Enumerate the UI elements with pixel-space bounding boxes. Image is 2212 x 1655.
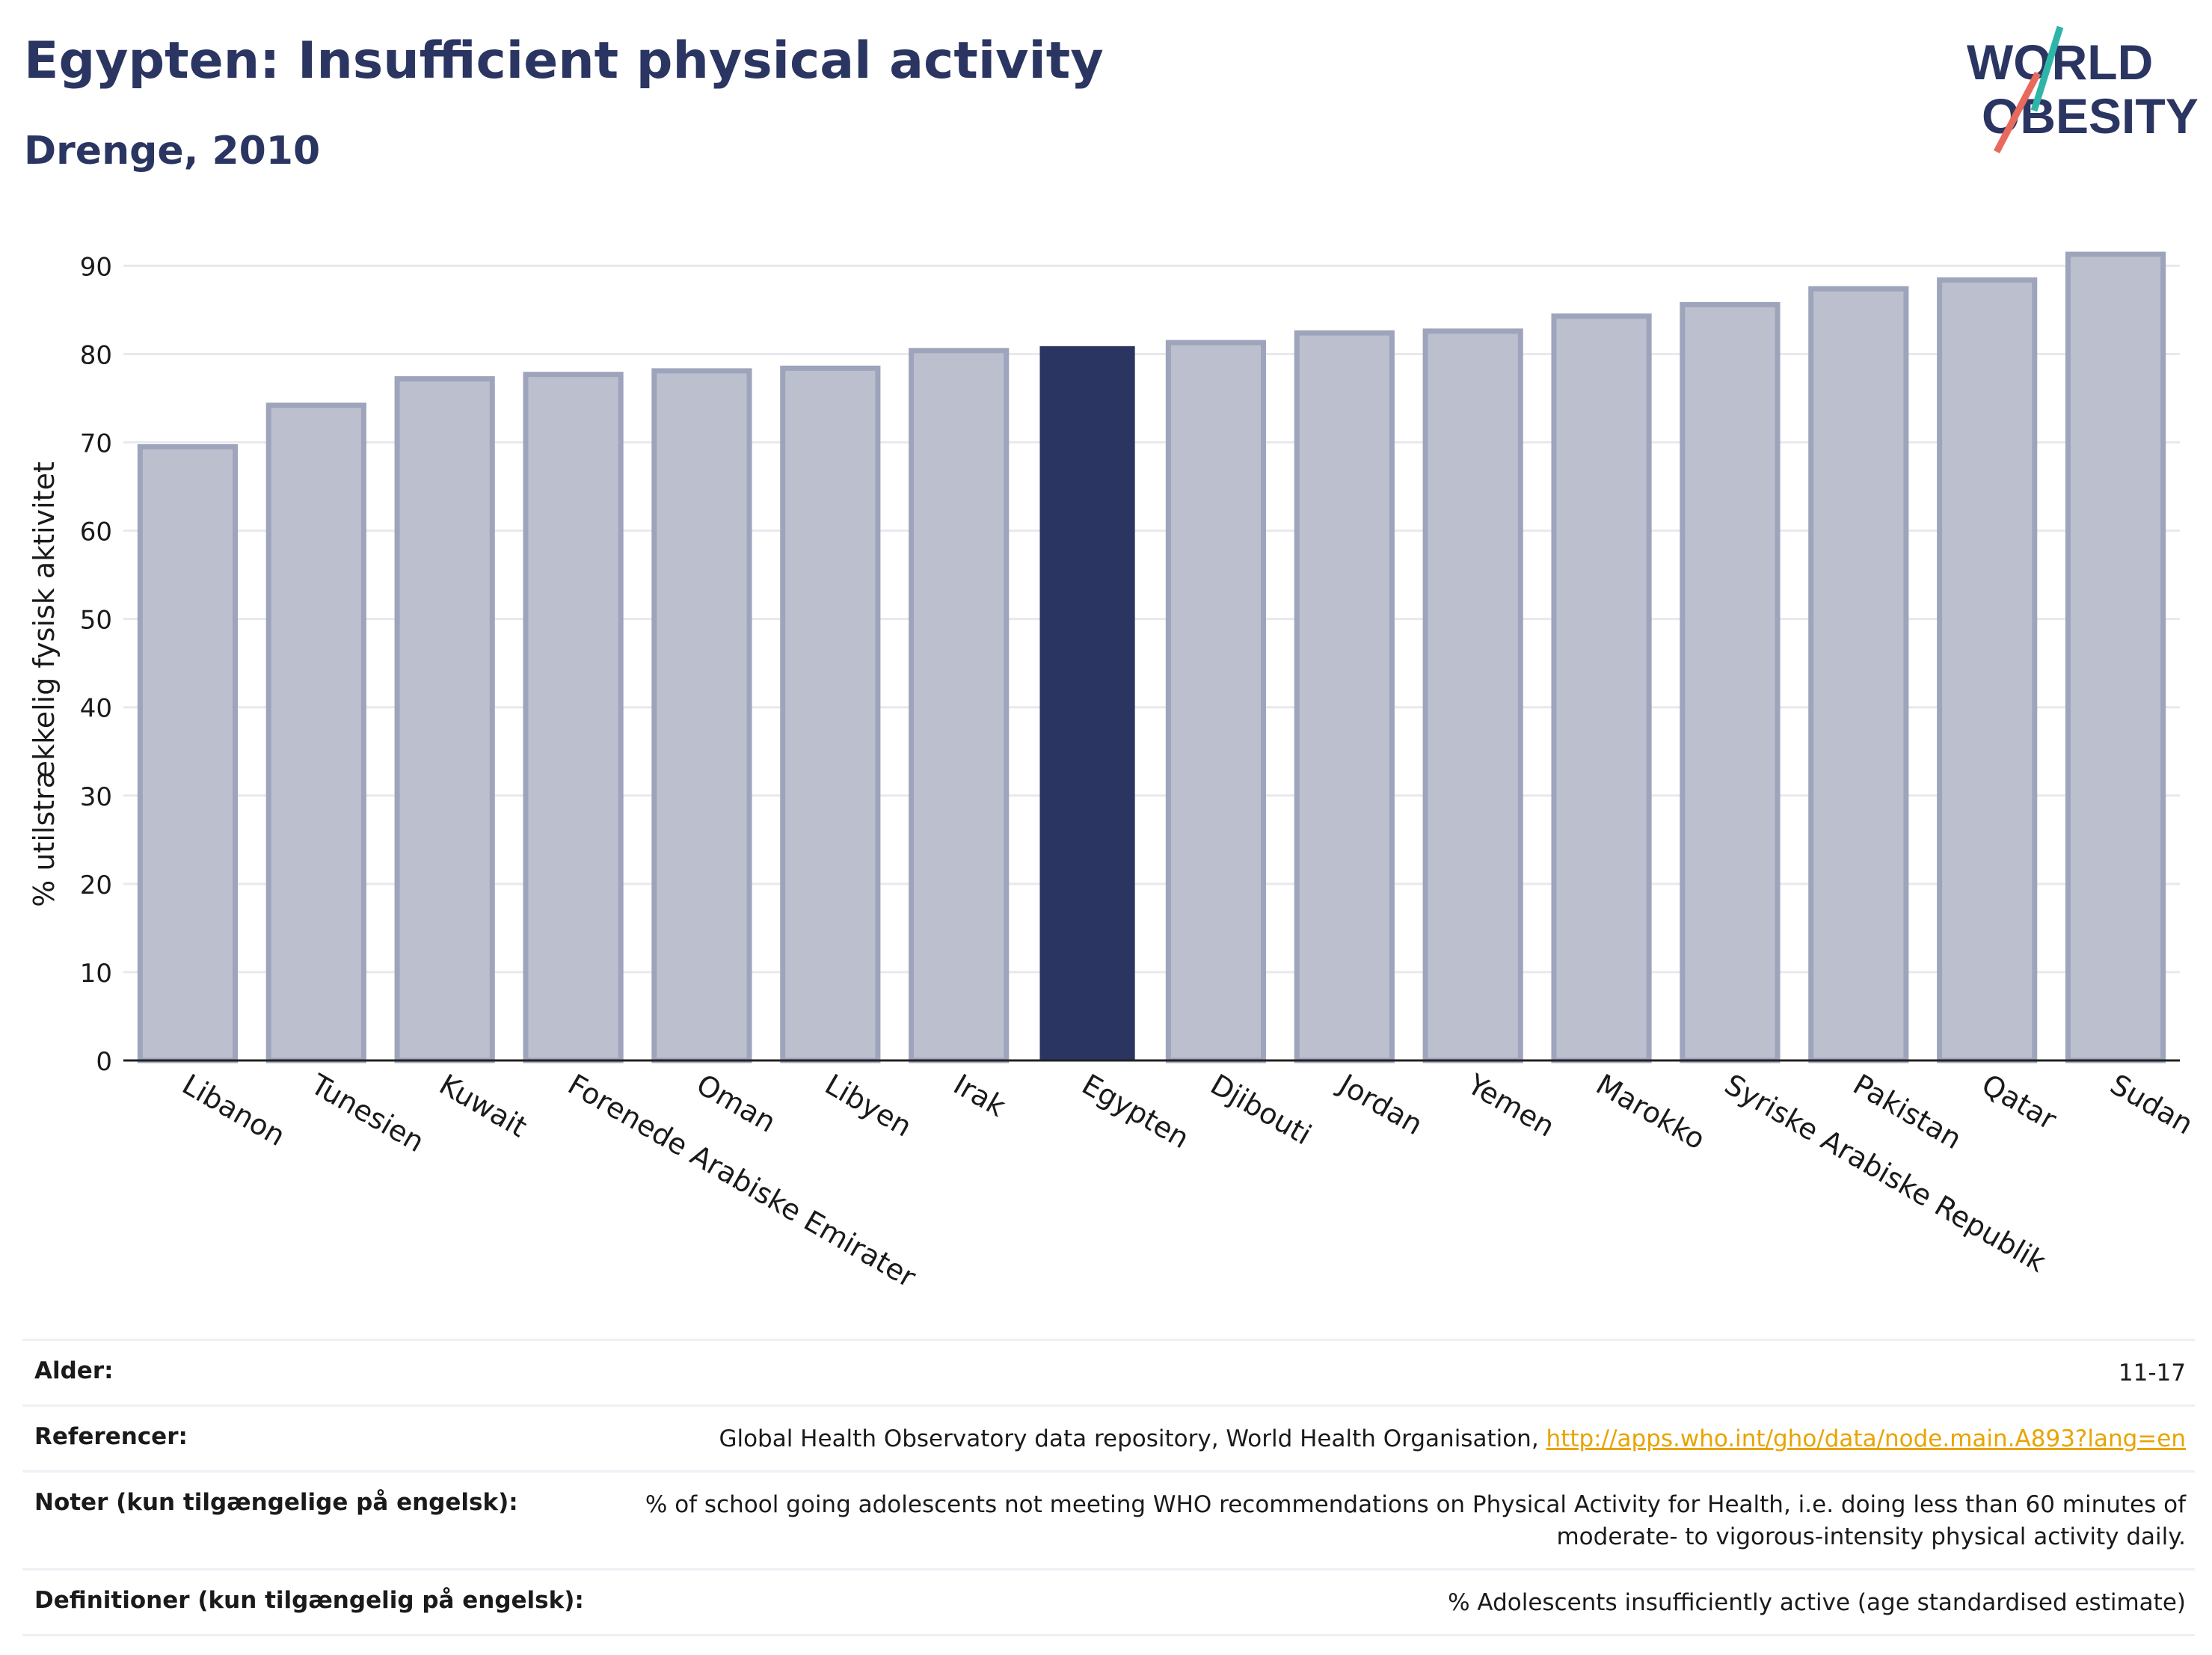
x-tick-label: Yemen — [1461, 1067, 1560, 1143]
bar-libanon — [137, 443, 239, 1063]
x-tick-label: Jordan — [1333, 1067, 1428, 1142]
y-tick-label: 50 — [80, 606, 112, 636]
x-tick-label: Libyen — [820, 1068, 918, 1143]
x-tick-label: Egypten — [1077, 1068, 1195, 1155]
bar-sudan — [2065, 251, 2166, 1063]
y-tick-label: 60 — [80, 518, 112, 547]
info-label: Referencer: — [34, 1423, 188, 1450]
info-table: Alder: 11-17 Referencer: Global Health O… — [22, 1339, 2195, 1636]
logo-text-world: WORLD — [1967, 34, 2153, 90]
info-row-references: Referencer: Global Health Observatory da… — [22, 1404, 2195, 1470]
y-tick-label: 70 — [80, 429, 112, 459]
bar-chart: 0 10 20 30 40 50 60 70 80 90 Libanon Tunesien Kuwai… — [28, 251, 2199, 1295]
x-tick-label: Oman — [691, 1068, 781, 1139]
info-value: 11-17 — [2118, 1360, 2186, 1387]
bar-djibouti — [1165, 340, 1267, 1063]
x-tick-label: Libanon — [176, 1068, 290, 1152]
info-label: Noter (kun tilgængelige på engelsk): — [34, 1489, 518, 1516]
info-value: Global Health Observatory data repositor… — [719, 1423, 2186, 1455]
bar-egypten — [1039, 346, 1135, 1061]
y-tick-label: 30 — [80, 782, 112, 812]
y-tick-labels: 0 10 20 30 40 50 60 70 80 90 — [80, 252, 112, 1077]
x-tick-label: Tunesien — [304, 1067, 429, 1158]
x-tick-label: Sudan — [2105, 1068, 2199, 1141]
bar-qatar — [1937, 277, 2038, 1063]
x-tick-label: Marokko — [1591, 1068, 1711, 1156]
bar-kuwait — [394, 376, 495, 1063]
reference-text: Global Health Observatory data repositor… — [719, 1425, 1546, 1452]
page-title: Egypten: Insufficient physical activity — [24, 31, 1104, 90]
x-tick-label: Kuwait — [434, 1068, 532, 1144]
reference-link[interactable]: http://apps.who.int/gho/data/node.main.A… — [1546, 1425, 2186, 1452]
info-row-notes: Noter (kun tilgængelige på engelsk): % o… — [22, 1470, 2195, 1568]
y-axis-label: % utilstrækkelig fysisk aktivitet — [28, 461, 61, 907]
bar-syriske-arabiske-republik — [1680, 301, 1781, 1063]
bar-yemen — [1422, 328, 1523, 1063]
y-tick-label: 40 — [80, 694, 112, 724]
bar-oman — [651, 368, 752, 1063]
y-tick-label: 80 — [80, 340, 112, 370]
y-tick-label: 20 — [80, 871, 112, 900]
world-obesity-logo: WORLD OBESITY — [1967, 25, 2199, 154]
info-value: % of school going adolescents not meetin… — [645, 1491, 2186, 1550]
bar-marokko — [1551, 313, 1652, 1063]
bar-forenede-arabiske-emirater — [523, 372, 624, 1063]
info-value: % Adolescents insufficiently active (age… — [1448, 1589, 2186, 1616]
bar-pakistan — [1808, 286, 1909, 1063]
x-tick-label: Djibouti — [1205, 1068, 1317, 1152]
logo-slash-teal — [2030, 25, 2064, 112]
info-row-definitions: Definitioner (kun tilgængelig på engelsk… — [22, 1568, 2195, 1636]
info-label: Alder: — [34, 1357, 114, 1384]
x-tick-label: Irak — [948, 1068, 1011, 1123]
x-tick-labels: Libanon Tunesien Kuwait Forenede Arabiske E… — [176, 1067, 2199, 1295]
y-tick-label: 0 — [96, 1047, 112, 1077]
logo-slash-coral — [1994, 71, 2041, 154]
page-subtitle: Drenge, 2010 — [24, 129, 321, 174]
info-row-age: Alder: 11-17 — [22, 1339, 2195, 1404]
y-tick-label: 10 — [80, 959, 112, 989]
info-label: Definitioner (kun tilgængelig på engelsk… — [34, 1587, 584, 1614]
bar-irak — [909, 348, 1010, 1063]
y-tick-label: 90 — [80, 252, 112, 282]
bar-tunesien — [265, 402, 366, 1063]
x-tick-label: Qatar — [1976, 1068, 2062, 1137]
bars — [123, 251, 2180, 1063]
bar-libyen — [780, 365, 881, 1063]
bar-jordan — [1294, 330, 1395, 1063]
